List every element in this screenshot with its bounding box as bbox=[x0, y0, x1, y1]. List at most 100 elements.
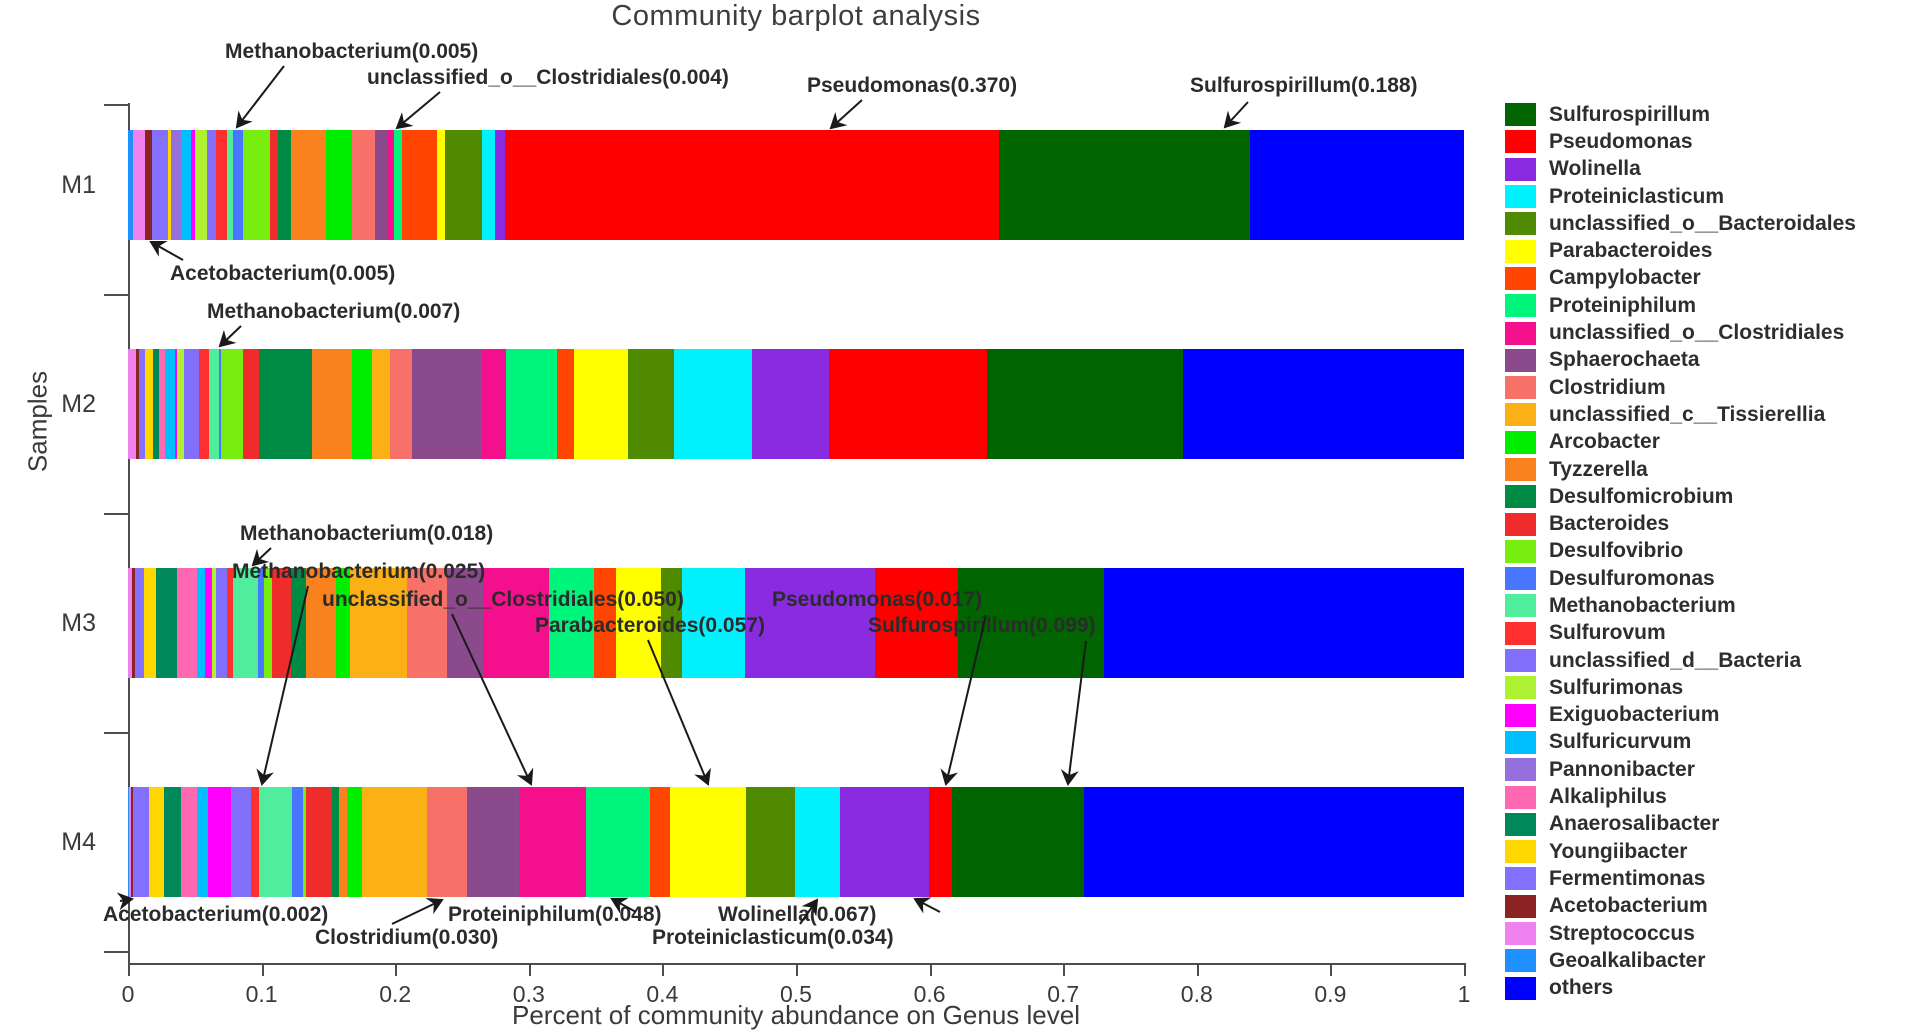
x-tick bbox=[395, 963, 398, 976]
segment-M1-Sulfurovum bbox=[216, 130, 227, 240]
legend-label: Tyzzerella bbox=[1549, 457, 1648, 481]
legend-swatch bbox=[1505, 458, 1536, 481]
segment-M1-Wolinella bbox=[495, 130, 505, 240]
x-tick bbox=[1196, 963, 1199, 976]
segment-M4-Proteiniphilum bbox=[586, 787, 651, 897]
y-tick bbox=[104, 951, 128, 953]
annotation-label: Sulfurospirillum(0.188) bbox=[1190, 74, 1418, 97]
legend-item-Proteiniphilum: Proteiniphilum bbox=[1505, 292, 1856, 319]
legend-item-Pseudomonas: Pseudomonas bbox=[1505, 128, 1856, 155]
segment-M4-others bbox=[1084, 787, 1464, 897]
legend-item-Tyzzerella: Tyzzerella bbox=[1505, 456, 1856, 483]
legend-swatch bbox=[1505, 812, 1536, 836]
legend-item-Wolinella: Wolinella bbox=[1505, 156, 1856, 183]
x-tick bbox=[796, 963, 798, 976]
segment-M2-Arcobacter bbox=[352, 349, 373, 459]
legend-item-Anaerosalibacter: Anaerosalibacter bbox=[1505, 811, 1856, 838]
legend-label: Geoalkalibacter bbox=[1549, 948, 1706, 972]
segment-M1-others bbox=[1250, 130, 1464, 240]
segment-M1-Arcobacter bbox=[325, 130, 353, 240]
legend-item-Geoalkalibacter: Geoalkalibacter bbox=[1505, 947, 1856, 974]
segment-M3-Anaerosalibacter bbox=[156, 568, 178, 678]
segment-M4-Geoalkalibacter bbox=[128, 787, 130, 897]
segment-M2-Methanobacterium bbox=[209, 349, 219, 459]
annotation-arrow bbox=[395, 91, 441, 130]
legend-swatch bbox=[1505, 785, 1536, 809]
legend-swatch bbox=[1505, 840, 1536, 864]
annotation-label: Acetobacterium(0.005) bbox=[170, 262, 396, 285]
x-axis-label: Percent of community abundance on Genus … bbox=[511, 1000, 1080, 1030]
legend-label: unclassified_d__Bacteria bbox=[1549, 648, 1802, 672]
legend-swatch bbox=[1505, 949, 1536, 973]
x-tick-label: 0 bbox=[121, 981, 135, 1007]
segment-M3-Youngiibacter bbox=[144, 568, 157, 678]
legend-swatch bbox=[1505, 266, 1536, 290]
segment-M2-Sulfuricurvum bbox=[165, 349, 175, 459]
legend-label: Youngiibacter bbox=[1549, 839, 1688, 863]
segment-M4-unclassified_d__Bacteria bbox=[230, 787, 251, 897]
segment-M4-Sulfuricurvum bbox=[197, 787, 209, 897]
legend-swatch bbox=[1505, 185, 1536, 209]
legend-swatch bbox=[1505, 348, 1536, 372]
segment-M2-Campylobacter bbox=[556, 349, 575, 459]
segment-M3-Desulfomicrobium bbox=[290, 568, 306, 678]
x-tick bbox=[128, 963, 130, 976]
x-tick bbox=[1330, 963, 1333, 976]
segment-M2-Tyzzerella bbox=[312, 349, 353, 459]
segment-M2-Fermentimonas bbox=[138, 349, 146, 459]
legend-swatch bbox=[1505, 621, 1536, 645]
legend-label: Sphaerochaeta bbox=[1549, 348, 1700, 372]
legend-swatch bbox=[1505, 594, 1536, 618]
segment-M4-Acetobacterium bbox=[130, 787, 134, 897]
legend-swatch bbox=[1505, 867, 1536, 891]
segment-M2-unclassified_o__Clostridiales bbox=[481, 349, 506, 459]
sample-label-M3: M3 bbox=[61, 609, 96, 637]
segment-M1-Pseudomonas bbox=[504, 130, 999, 240]
legend-swatch bbox=[1505, 512, 1536, 536]
x-tick-label: 0.2 bbox=[379, 981, 412, 1007]
legend-item-Youngiibacter: Youngiibacter bbox=[1505, 838, 1856, 865]
legend-label: unclassified_o__Clostridiales bbox=[1549, 321, 1845, 345]
y-axis-label: Samples bbox=[22, 370, 53, 473]
segment-M3-Arcobacter bbox=[336, 568, 350, 678]
annotation-label: Methanobacterium(0.025) bbox=[232, 560, 486, 583]
x-tick bbox=[528, 963, 531, 976]
legend-item-Sulfurospirillum: Sulfurospirillum bbox=[1505, 101, 1856, 128]
sample-label-M1: M1 bbox=[61, 171, 96, 199]
segment-M4-Fermentimonas bbox=[133, 787, 150, 897]
segment-M4-Alkaliphilus bbox=[181, 787, 198, 897]
segment-M4-unclassified_o__Clostridiales bbox=[519, 787, 587, 897]
legend-swatch bbox=[1505, 730, 1536, 754]
annotation-label: Methanobacterium(0.007) bbox=[207, 300, 461, 323]
y-tick bbox=[104, 294, 128, 296]
legend-item-Alkaliphilus: Alkaliphilus bbox=[1505, 783, 1856, 810]
segment-M1-Tyzzerella bbox=[290, 130, 326, 240]
legend-label: Proteiniclasticum bbox=[1549, 184, 1725, 208]
segment-M4-Sphaerochaeta bbox=[467, 787, 520, 897]
segment-M3-Tyzzerella bbox=[305, 568, 337, 678]
segment-M1-Geoalkalibacter bbox=[128, 130, 134, 240]
annotation-arrow bbox=[829, 99, 863, 130]
annotation-arrow bbox=[235, 65, 285, 129]
segment-M4-Desulfomicrobium bbox=[332, 787, 340, 897]
legend-item-Arcobacter: Arcobacter bbox=[1505, 429, 1856, 456]
segment-M1-Parabacteroides bbox=[436, 130, 445, 240]
segment-M2-Desulfomicrobium bbox=[258, 349, 313, 459]
segment-M3-Sulfurimonas bbox=[212, 568, 217, 678]
legend-swatch bbox=[1505, 894, 1536, 918]
segment-M3-unclassified_c__Tissierellia bbox=[349, 568, 408, 678]
legend-swatch bbox=[1505, 376, 1536, 400]
segment-M4-Wolinella bbox=[839, 787, 930, 897]
chart-title: Community barplot analysis bbox=[611, 0, 981, 32]
x-tick-label: 0.8 bbox=[1180, 981, 1213, 1007]
segment-M3-Desulfuromonas bbox=[257, 568, 265, 678]
segment-M2-Proteiniclasticum bbox=[674, 349, 752, 459]
segment-M1-unclassified_o__Clostridiales bbox=[388, 130, 394, 240]
legend-swatch bbox=[1505, 676, 1536, 700]
annotation-arrow bbox=[116, 892, 134, 911]
x-tick bbox=[1464, 963, 1466, 976]
annotation-arrow bbox=[218, 325, 242, 348]
legend-label: Arcobacter bbox=[1549, 430, 1660, 454]
x-tick-label: 1 bbox=[1457, 981, 1471, 1007]
